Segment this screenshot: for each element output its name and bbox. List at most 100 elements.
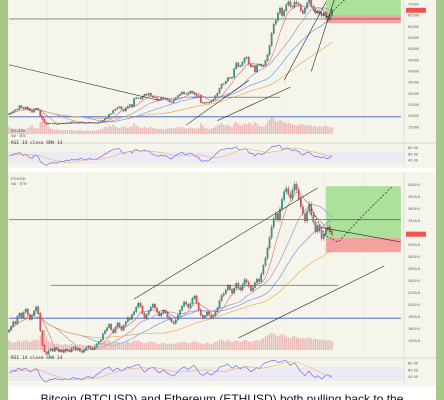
candle-body [268, 237, 271, 249]
candle-body [164, 98, 167, 100]
volume-bar [293, 336, 296, 350]
volume-bar [141, 342, 144, 350]
volume-bar [187, 343, 190, 350]
candle-body [76, 348, 79, 351]
candle-body [285, 188, 288, 192]
candle-body [145, 94, 148, 96]
volume-bar [310, 125, 312, 134]
volume-bar [39, 122, 42, 134]
volume-bar [210, 344, 212, 350]
volume-bar [264, 125, 267, 134]
volume-bar [16, 129, 19, 134]
volume-bar [172, 128, 175, 134]
volume-bar [93, 130, 96, 134]
volume-bar [106, 127, 108, 134]
candle-body [127, 317, 129, 322]
candle-body [89, 122, 92, 123]
candle-body [51, 348, 54, 352]
volume-bar [64, 129, 67, 134]
volume-bar [270, 332, 273, 350]
volume-bar [147, 127, 150, 134]
candle-body [60, 122, 62, 124]
price-tick-label: 40000 [408, 69, 419, 73]
candle-body [20, 313, 23, 318]
moving-average-line [8, 7, 333, 124]
volume-bar [172, 344, 175, 350]
price-tick-label: 2200.0 [408, 291, 420, 295]
volume-bar [125, 127, 127, 134]
volume-bar [229, 126, 231, 134]
candle-body [116, 322, 119, 328]
volume-bar [181, 342, 183, 350]
volume-bar [266, 122, 269, 134]
volume-bar [295, 125, 298, 134]
volume-bar [56, 343, 58, 350]
volume-bar [31, 340, 33, 350]
volume-bar [79, 344, 81, 350]
candle-body [133, 311, 135, 315]
volume-bar [133, 340, 135, 350]
candle-body [331, 231, 333, 235]
candle-body [81, 351, 83, 353]
volume-bar [39, 335, 42, 350]
volume-bar [220, 339, 223, 350]
candle-body [281, 7, 283, 16]
volume-bar [183, 128, 185, 134]
candle-body [281, 199, 283, 210]
candle-body [64, 122, 67, 124]
volume-bar [312, 339, 315, 350]
projection-path [311, 185, 393, 243]
volume-bar [47, 126, 50, 134]
current-price-tag [406, 231, 426, 237]
volume-bar [268, 334, 271, 350]
candle-body [170, 319, 173, 322]
volume-bar [302, 338, 304, 350]
volume-bar [118, 342, 121, 350]
volume-bar [181, 126, 183, 134]
candle-body [227, 285, 229, 291]
price-tick-label: 65000 [408, 14, 419, 18]
candle-body [158, 312, 160, 316]
candle-body [241, 284, 244, 291]
candle-body [208, 312, 210, 316]
volume-bar [327, 340, 329, 350]
moving-average-line [8, 4, 333, 124]
candle-body [202, 102, 204, 104]
volume-bar [225, 125, 227, 134]
candle-body [204, 102, 206, 104]
volume-bar [289, 123, 292, 134]
volume-bar [306, 125, 308, 134]
volume-bar [233, 123, 235, 134]
volume-bar [177, 342, 179, 350]
volume-bar [120, 126, 123, 134]
candle-body [270, 33, 273, 46]
candle-body [99, 121, 102, 123]
volume-bar [154, 128, 156, 134]
candle-body [131, 314, 133, 320]
volume-bar [131, 342, 133, 350]
volume-bar [154, 342, 156, 350]
candle-body [227, 77, 229, 82]
candle-body [191, 91, 194, 93]
volume-bar [200, 343, 202, 350]
candle-body [258, 279, 260, 282]
candle-body [254, 65, 256, 73]
volume-bar [102, 341, 104, 350]
candle-body [154, 304, 156, 309]
price-tick-label: 3800.0 [408, 195, 420, 199]
candle-body [56, 347, 58, 350]
volume-bar [31, 125, 33, 134]
candle-body [210, 315, 213, 319]
candle-body [235, 283, 238, 289]
candle-body [104, 330, 106, 334]
price-tick-label: 70000 [408, 2, 419, 6]
candle-body [308, 204, 310, 212]
volume-bar [300, 338, 302, 350]
candle-body [122, 325, 125, 331]
candle-body [58, 349, 60, 352]
volume-bar [116, 341, 119, 350]
price-tick-label: 2400.0 [408, 279, 420, 283]
volume-bar [24, 129, 27, 134]
volume-bar [316, 339, 319, 350]
volume-bar [97, 129, 100, 134]
